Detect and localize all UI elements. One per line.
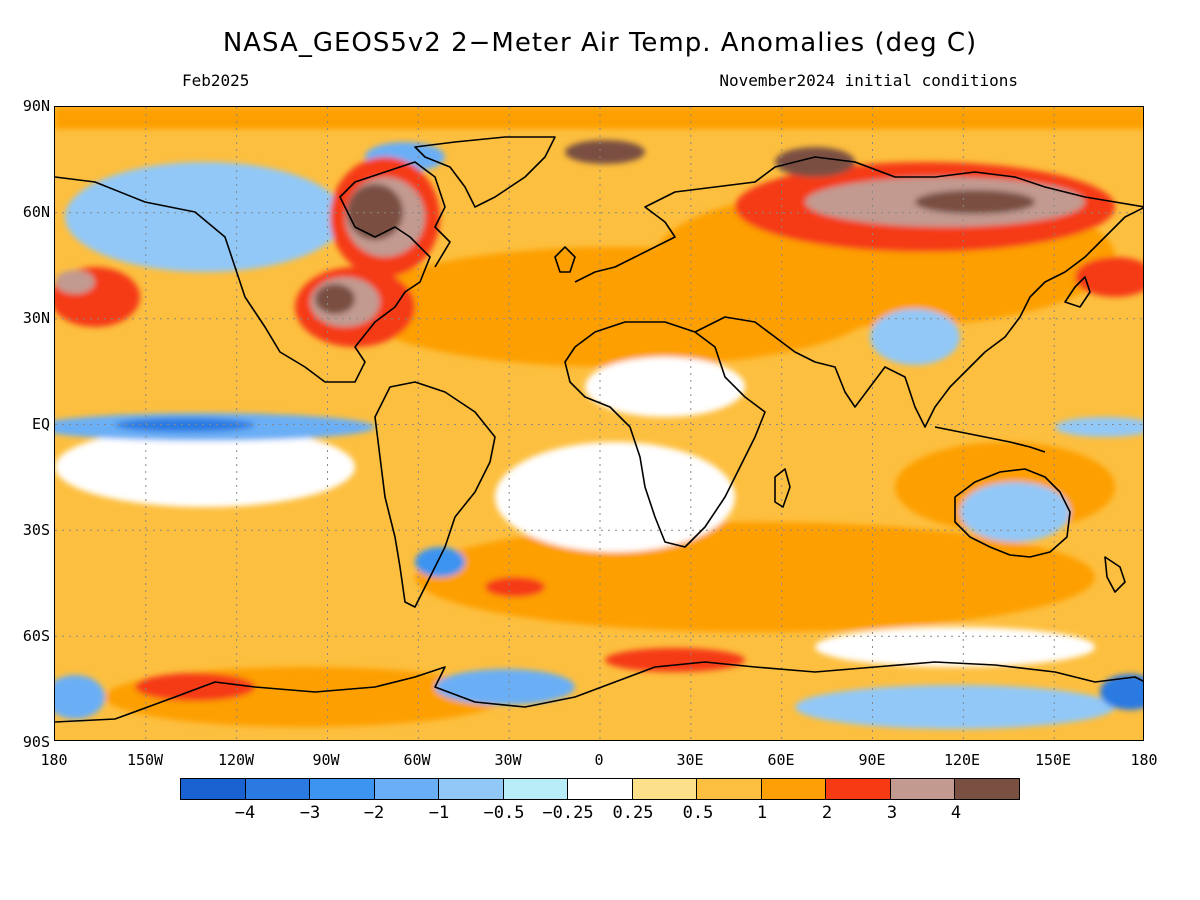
uk-coast [554,246,576,273]
siberia-extreme [915,190,1035,214]
lon-label: 90W [312,751,340,769]
colorbar-label: 0.25 [612,803,654,823]
lon-label: 30W [494,751,522,769]
colorbar-label: 2 [821,803,833,823]
colorbar-label: −1 [428,803,450,823]
colorbar-swatch [568,779,633,799]
australia-coast [954,468,1071,558]
lon-label: 180 [1130,751,1158,769]
lon-label: 0 [594,751,604,769]
southern-neutral [815,627,1095,667]
colorbar-swatch [826,779,891,799]
colorbar-swatch [245,779,311,799]
lon-label: 90E [858,751,886,769]
lat-label: 30N [22,309,50,327]
lon-label: 180 [40,751,68,769]
north-pacific-extreme [55,270,95,294]
lon-label: 150W [126,751,164,769]
ross-sea-cool [1100,674,1143,710]
antarctica-coast [55,661,1143,723]
lon-label: 30E [676,751,704,769]
colorbar-swatch [761,779,827,799]
north-america-coast [55,161,451,383]
europe-coast [574,156,1143,283]
south-atlantic-hot [485,577,545,597]
eastern-us-extreme [315,284,355,314]
argentina-cool [415,547,465,577]
lon-label: 120E [943,751,981,769]
lon-label: 150E [1034,751,1072,769]
colorbar-label: −3 [299,803,321,823]
asia-coast [694,207,1143,428]
greenland-coast [414,136,556,208]
lat-label: 60S [22,627,50,645]
south-china-cool [870,309,960,365]
colorbar-label: −4 [234,803,256,823]
lon-label: 120W [217,751,255,769]
lon-label: 60W [403,751,431,769]
madagascar-coast [774,468,791,508]
colorbar-label: −0.5 [483,803,525,823]
lat-label: 30S [22,521,50,539]
far-south-pacific-cool [55,675,105,719]
antarctic-peninsula-cool [435,669,575,705]
colorbar-label: 0.5 [682,803,714,823]
colorbar-swatch [503,779,569,799]
svalbard-extreme [565,140,645,164]
south-atlantic-neutral [495,442,735,552]
equatorial-pacific-core [115,418,255,432]
colorbar-swatch [181,779,246,799]
kara-sea-extreme [775,147,855,177]
graticule [55,107,1143,740]
colorbar-swatch [374,779,440,799]
central-pacific-cool [1055,417,1143,437]
forecast-month: Feb2025 [182,71,250,90]
anomaly-map [54,106,1144,741]
colorbar-label: 1 [756,803,768,823]
japan-coast [1064,276,1091,308]
colorbar [180,778,1020,800]
colorbar-swatch [310,779,375,799]
indonesia-coast [934,426,1046,453]
anomaly-map-svg [55,107,1143,740]
australia-cool [960,482,1070,542]
sahara-neutral [585,357,745,417]
lon-label: 60E [767,751,795,769]
northeast-pacific-cool [65,162,345,272]
weddell-coast-hot [605,648,745,672]
chart-title: NASA_GEOS5v2 2−Meter Air Temp. Anomalies… [222,28,978,58]
pacific-neutral [55,427,355,507]
initial-conditions: November2024 initial conditions [719,71,1018,90]
east-antarctica-cool [795,685,1115,729]
colorbar-swatch [697,779,762,799]
hudson-bay-extreme [347,184,403,240]
colorbar-label: 3 [886,803,898,823]
lat-label: 90S [22,733,50,751]
kamchatka-hot [1075,257,1143,297]
south-america-coast [374,381,496,608]
colorbar-swatch [632,779,698,799]
colorbar-label: 4 [950,803,962,823]
lat-label: 60N [22,203,50,221]
colorbar-label: −0.25 [542,803,594,823]
arctic-warm-band [55,107,1143,129]
colorbar-swatch [890,779,956,799]
colorbar-label: −2 [363,803,385,823]
colorbar-swatch [955,779,1019,799]
lat-label: 90N [22,97,50,115]
lat-label: EQ [31,415,50,433]
coastlines [55,136,1143,723]
africa-coast [564,321,766,548]
new-zealand-coast [1104,556,1126,593]
colorbar-swatch [439,779,504,799]
amundsen-sea-hot [135,673,255,701]
